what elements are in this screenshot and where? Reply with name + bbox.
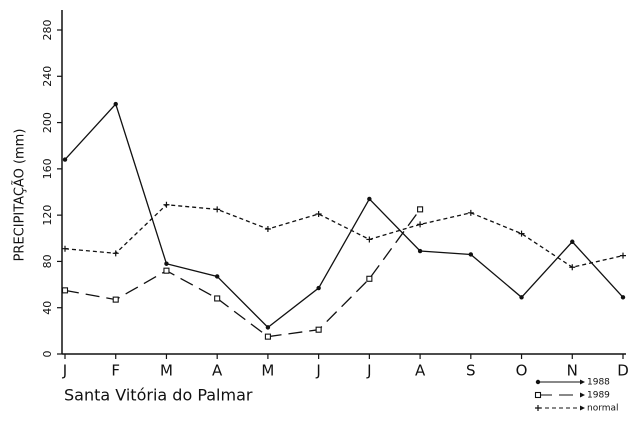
point (417, 206, 424, 213)
legend-label: 1988 (587, 378, 610, 388)
y-tick-label: 240 (41, 66, 54, 87)
y-tick-label: 40 (41, 301, 54, 315)
point (316, 285, 321, 291)
legend-marker (535, 379, 541, 385)
point (264, 333, 271, 340)
legend-label: 1989 (587, 391, 610, 401)
point (519, 295, 524, 300)
legend-arrow (580, 392, 585, 398)
point (417, 221, 424, 228)
point (570, 239, 575, 244)
legend-marker (535, 405, 541, 411)
point (417, 248, 423, 254)
x-tick-label: A (415, 362, 426, 380)
point (62, 245, 68, 252)
point (61, 287, 69, 294)
x-tick-label: O (516, 362, 528, 380)
point (620, 252, 626, 259)
y-tick-label: 200 (41, 112, 54, 133)
point (620, 295, 626, 300)
point (214, 274, 220, 279)
y-tick-label: 120 (41, 205, 54, 226)
point (366, 236, 373, 243)
point (163, 267, 170, 274)
point (367, 196, 372, 202)
point (214, 295, 221, 302)
series-line (64, 208, 421, 338)
y-tick-label: 160 (41, 158, 54, 179)
point (315, 210, 322, 217)
point (163, 201, 170, 208)
x-tick-label: A (212, 362, 223, 380)
y-tick-label: 280 (41, 20, 54, 41)
x-tick-label: J (366, 362, 371, 380)
point (164, 261, 169, 266)
y-tick-label: 80 (41, 254, 54, 268)
y-tick-label: 0 (41, 351, 54, 358)
point (264, 226, 271, 233)
x-tick-label: J (315, 362, 320, 380)
point (315, 326, 322, 333)
point (113, 101, 118, 107)
point (518, 230, 525, 237)
legend-label: normal (587, 404, 619, 414)
point (265, 325, 271, 330)
x-tick-label: N (567, 362, 578, 380)
y-axis-label: PRECIPITAÇÃO (mm) (12, 129, 28, 262)
point (467, 209, 474, 216)
point (62, 157, 68, 162)
legend-marker (534, 391, 542, 399)
point (112, 296, 119, 303)
x-tick-label: M (261, 362, 274, 380)
x-tick-label: J (62, 362, 67, 380)
x-tick-label: S (466, 362, 476, 380)
x-tick-label: M (160, 362, 173, 380)
point (366, 275, 373, 282)
series-line (64, 204, 624, 268)
series-line (64, 102, 624, 329)
point (112, 250, 119, 257)
x-tick-label: D (617, 362, 629, 380)
point (468, 252, 474, 257)
point (214, 206, 221, 213)
legend-arrow (580, 379, 585, 385)
location-label: Santa Vitória do Palmar (64, 386, 253, 405)
legend-arrow (580, 405, 585, 411)
point (569, 264, 576, 271)
x-tick-label: F (111, 362, 120, 380)
